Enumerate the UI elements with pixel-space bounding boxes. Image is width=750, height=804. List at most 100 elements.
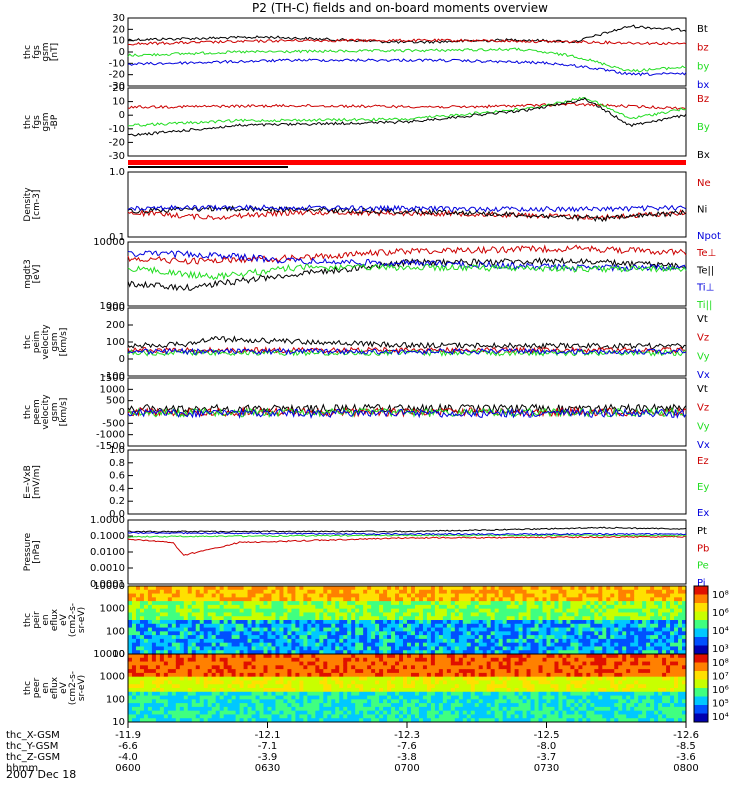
heatmap-cell [343, 624, 347, 628]
heatmap-cell [188, 590, 192, 594]
heatmap-cell [216, 586, 220, 590]
heatmap-cell [507, 635, 511, 639]
heatmap-cell [431, 680, 435, 684]
heatmap-cell [451, 612, 455, 616]
heatmap-cell [271, 628, 275, 632]
heatmap-cell [343, 707, 347, 711]
heatmap-cell [359, 631, 363, 635]
heatmap-cell [216, 616, 220, 620]
heatmap-cell [160, 669, 164, 673]
heatmap-cell [435, 680, 439, 684]
heatmap-cell [248, 692, 252, 696]
heatmap-cell [208, 628, 212, 632]
heatmap-cell [248, 696, 252, 700]
heatmap-cell [323, 677, 327, 681]
heatmap-cell [176, 654, 180, 658]
heatmap-cell [447, 597, 451, 601]
heatmap-cell [128, 624, 132, 628]
heatmap-cell [287, 680, 291, 684]
heatmap-cell [558, 609, 562, 613]
heatmap-cell [507, 594, 511, 598]
heatmap-cell [495, 628, 499, 632]
heatmap-cell [463, 684, 467, 688]
heatmap-cell [240, 590, 244, 594]
heatmap-cell [459, 658, 463, 662]
heatmap-cell [622, 590, 626, 594]
heatmap-cell [511, 601, 515, 605]
heatmap-cell [319, 609, 323, 613]
heatmap-cell [519, 586, 523, 590]
ytick-label: 10 [112, 717, 125, 728]
heatmap-cell [519, 620, 523, 624]
heatmap-cell [499, 692, 503, 696]
heatmap-cell [204, 692, 208, 696]
heatmap-cell [491, 711, 495, 715]
heatmap-cell [515, 665, 519, 669]
heatmap-cell [351, 662, 355, 666]
heatmap-cell [307, 703, 311, 707]
heatmap-cell [678, 639, 682, 643]
heatmap-cell [527, 684, 531, 688]
heatmap-cell [287, 601, 291, 605]
heatmap-cell [662, 631, 666, 635]
heatmap-cell [459, 711, 463, 715]
heatmap-cell [515, 680, 519, 684]
heatmap-cell [483, 707, 487, 711]
heatmap-cell [343, 692, 347, 696]
heatmap-cell [590, 639, 594, 643]
heatmap-cell [439, 711, 443, 715]
heatmap-cell [164, 628, 168, 632]
heatmap-cell [411, 609, 415, 613]
heatmap-cell [168, 643, 172, 647]
heatmap-cell [240, 586, 244, 590]
heatmap-cell [200, 688, 204, 692]
heatmap-cell [459, 605, 463, 609]
heatmap-cell [168, 594, 172, 598]
heatmap-cell [491, 688, 495, 692]
heatmap-cell [642, 639, 646, 643]
heatmap-cell [315, 684, 319, 688]
heatmap-cell [323, 586, 327, 590]
heatmap-cell [244, 680, 248, 684]
heatmap-cell [586, 590, 590, 594]
heatmap-cell [128, 711, 132, 715]
heatmap-cell [598, 688, 602, 692]
heatmap-cell [271, 662, 275, 666]
heatmap-cell [367, 711, 371, 715]
heatmap-cell [232, 646, 236, 650]
heatmap-cell [244, 703, 248, 707]
heatmap-cell [626, 624, 630, 628]
heatmap-cell [268, 616, 272, 620]
heatmap-cell [132, 605, 136, 609]
heatmap-cell [180, 616, 184, 620]
heatmap-cell [224, 631, 228, 635]
heatmap-cell [574, 665, 578, 669]
heatmap-cell [295, 628, 299, 632]
heatmap-cell [379, 662, 383, 666]
heatmap-cell [144, 711, 148, 715]
heatmap-cell [554, 646, 558, 650]
heatmap-cell [295, 612, 299, 616]
heatmap-cell [343, 662, 347, 666]
heatmap-cell [411, 597, 415, 601]
heatmap-cell [271, 601, 275, 605]
heatmap-cell [670, 601, 674, 605]
heatmap-cell [527, 696, 531, 700]
heatmap-cell [511, 684, 515, 688]
heatmap-cell [335, 677, 339, 681]
heatmap-cell [303, 605, 307, 609]
heatmap-cell [228, 628, 232, 632]
heatmap-cell [188, 669, 192, 673]
heatmap-cell [271, 612, 275, 616]
heatmap-cell [216, 696, 220, 700]
heatmap-cell [299, 635, 303, 639]
heatmap-cell [419, 612, 423, 616]
heatmap-cell [271, 711, 275, 715]
heatmap-cell [347, 643, 351, 647]
heatmap-cell [156, 628, 160, 632]
heatmap-cell [355, 601, 359, 605]
heatmap-cell [554, 609, 558, 613]
heatmap-cell [132, 662, 136, 666]
heatmap-cell [471, 665, 475, 669]
